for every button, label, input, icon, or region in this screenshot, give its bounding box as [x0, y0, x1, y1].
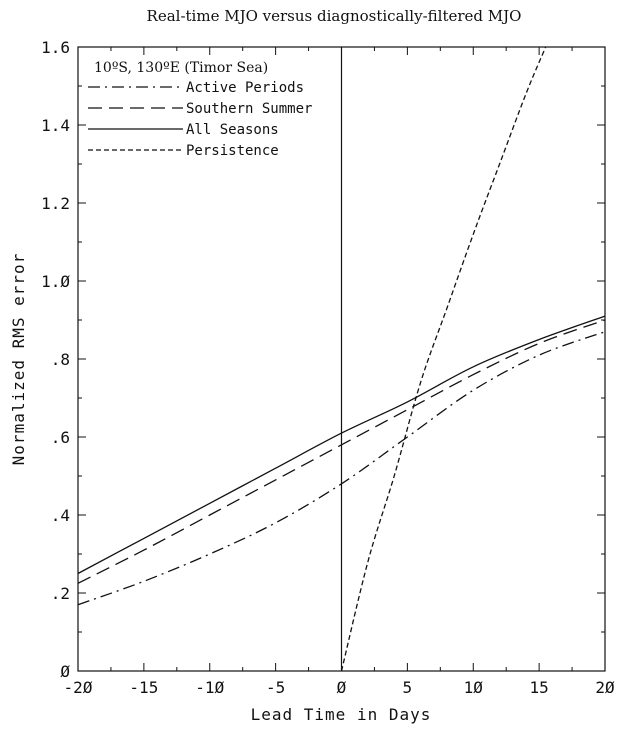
y-tick-label: 1.4 — [41, 116, 70, 135]
x-tick-label: -15 — [129, 678, 158, 697]
legend-label: Persistence — [186, 143, 279, 159]
legend-label: Active Periods — [186, 80, 304, 96]
x-axis-label: Lead Time in Days — [251, 705, 432, 724]
x-tick-label: 2Ø — [595, 678, 615, 697]
y-tick-label: 1.Ø — [41, 272, 70, 291]
legend-label: Southern Summer — [186, 101, 312, 117]
y-axis-ticks: Ø .2 .4 .6 .8 1.Ø 1.2 1.4 1.6 — [41, 38, 605, 681]
x-axis-ticks: -2Ø -15 -1Ø -5 Ø 5 1Ø 15 2Ø — [64, 47, 615, 697]
x-tick-label: Ø — [337, 678, 347, 697]
y-tick-label: .4 — [51, 506, 70, 525]
x-tick-label: -1Ø — [195, 678, 224, 697]
legend-title: 10ºS, 130ºE (Timor Sea) — [94, 60, 268, 76]
y-tick-label: .8 — [51, 350, 70, 369]
chart-title: Real-time MJO versus diagnostically-filt… — [147, 7, 522, 25]
y-tick-label: .6 — [51, 428, 70, 447]
legend: 10ºS, 130ºE (Timor Sea) Active Periods So… — [88, 60, 312, 159]
x-tick-label: 5 — [403, 678, 413, 697]
x-tick-label: 1Ø — [464, 678, 484, 697]
series-line-persistence — [342, 47, 546, 671]
y-tick-label: Ø — [60, 662, 70, 681]
y-tick-label: 1.6 — [41, 38, 70, 57]
x-tick-label: 15 — [529, 678, 548, 697]
x-tick-label: -5 — [266, 678, 285, 697]
y-axis-label: Normalized RMS error — [9, 253, 28, 466]
y-tick-label: 1.2 — [41, 194, 70, 213]
y-tick-label: .2 — [51, 584, 70, 603]
legend-label: All Seasons — [186, 122, 279, 138]
